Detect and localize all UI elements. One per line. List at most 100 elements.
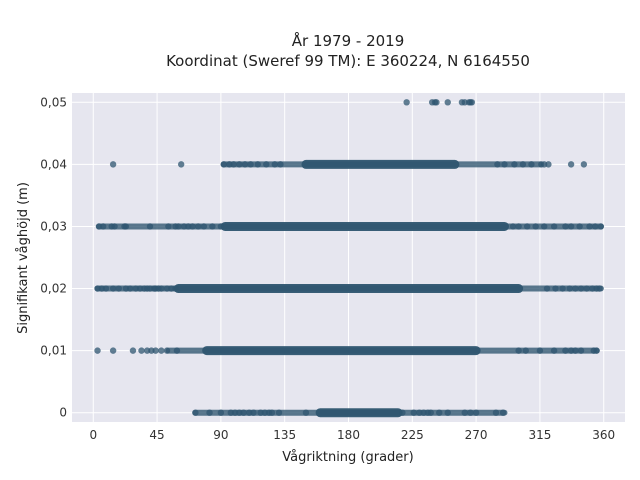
x-tick-label: 315 — [528, 428, 551, 442]
data-point — [536, 347, 544, 354]
data-point — [220, 161, 227, 168]
data-point — [209, 223, 216, 230]
data-point — [501, 161, 508, 168]
x-tick-label: 135 — [273, 428, 296, 442]
data-point — [206, 409, 213, 416]
data-point — [580, 161, 588, 168]
data-point — [552, 285, 559, 292]
data-point — [173, 347, 181, 354]
data-point — [511, 161, 518, 168]
data-point — [543, 285, 551, 292]
data-point — [240, 409, 247, 416]
data-point — [427, 409, 434, 416]
data-point — [217, 223, 225, 230]
data-point — [436, 409, 443, 416]
data-point — [158, 347, 165, 354]
data-point — [444, 99, 451, 106]
data-point — [467, 409, 474, 416]
data-point — [576, 223, 583, 230]
data-point — [236, 161, 243, 168]
data-point — [126, 285, 134, 292]
data-point — [499, 409, 507, 416]
data-point — [572, 347, 579, 354]
data-point — [593, 347, 600, 354]
data-point — [263, 161, 270, 168]
data-point — [444, 409, 451, 416]
x-axis-label: Vågriktning (grader) — [282, 450, 413, 465]
data-point — [403, 99, 410, 106]
data-point — [472, 409, 480, 416]
y-tick-label: 0,03 — [40, 219, 67, 233]
data-point — [596, 285, 603, 292]
data-point — [492, 409, 500, 416]
x-tick-label: 90 — [213, 428, 228, 442]
data-point — [468, 99, 476, 106]
data-point — [528, 161, 535, 168]
data-point — [111, 223, 118, 230]
data-point — [152, 347, 159, 354]
data-point — [271, 161, 278, 168]
y-tick-label: 0,02 — [40, 282, 67, 296]
data-point — [410, 409, 417, 416]
x-tick-label: 180 — [337, 428, 360, 442]
data-point — [592, 223, 599, 230]
data-point — [172, 285, 179, 292]
data-point — [433, 99, 440, 106]
data-point — [268, 409, 276, 416]
data-point — [562, 223, 569, 230]
data-point — [158, 285, 165, 292]
data-point — [129, 347, 137, 354]
data-point — [545, 161, 552, 168]
y-tick-label: 0 — [59, 406, 67, 420]
y-axis-label: Signifikant våghöjd (m) — [16, 182, 31, 334]
data-point — [194, 223, 202, 230]
data-point — [99, 223, 107, 230]
data-point — [567, 161, 575, 168]
data-point — [494, 161, 501, 168]
x-tick-label: 45 — [149, 428, 164, 442]
data-point — [115, 285, 122, 292]
data-point — [461, 409, 468, 416]
data-point — [550, 223, 558, 230]
data-points — [94, 99, 605, 418]
data-point — [94, 347, 101, 354]
y-tick-label: 0,05 — [40, 95, 67, 109]
x-tick-label: 0 — [89, 428, 97, 442]
data-point — [302, 409, 310, 416]
data-point — [109, 347, 117, 354]
data-point — [122, 223, 130, 230]
data-point — [399, 409, 406, 416]
y-tick-label: 0,04 — [40, 157, 67, 171]
data-point — [566, 285, 573, 292]
data-point — [175, 223, 182, 230]
data-point — [519, 161, 527, 168]
data-point — [550, 347, 558, 354]
data-point — [515, 347, 522, 354]
data-point — [277, 161, 284, 168]
data-point — [540, 223, 548, 230]
data-point — [192, 409, 199, 416]
data-point — [586, 223, 593, 230]
x-tick-label: 225 — [401, 428, 424, 442]
data-point — [567, 223, 575, 230]
data-point — [189, 223, 196, 230]
y-tick-label: 0,01 — [40, 344, 67, 358]
data-point — [241, 161, 249, 168]
data-point — [577, 347, 585, 354]
data-point — [515, 223, 522, 230]
data-point — [146, 223, 154, 230]
data-point — [165, 223, 172, 230]
data-point — [247, 161, 254, 168]
y-axis-ticks: 0 0,01 0,02 0,03 0,04 0,05 — [40, 95, 67, 419]
data-point — [597, 223, 605, 230]
data-point — [230, 161, 237, 168]
data-point — [523, 223, 531, 230]
data-point — [177, 161, 185, 168]
data-point — [509, 223, 517, 230]
data-point — [102, 285, 110, 292]
x-tick-label: 360 — [592, 428, 615, 442]
data-point — [572, 285, 579, 292]
data-point — [562, 347, 569, 354]
data-point — [250, 409, 257, 416]
